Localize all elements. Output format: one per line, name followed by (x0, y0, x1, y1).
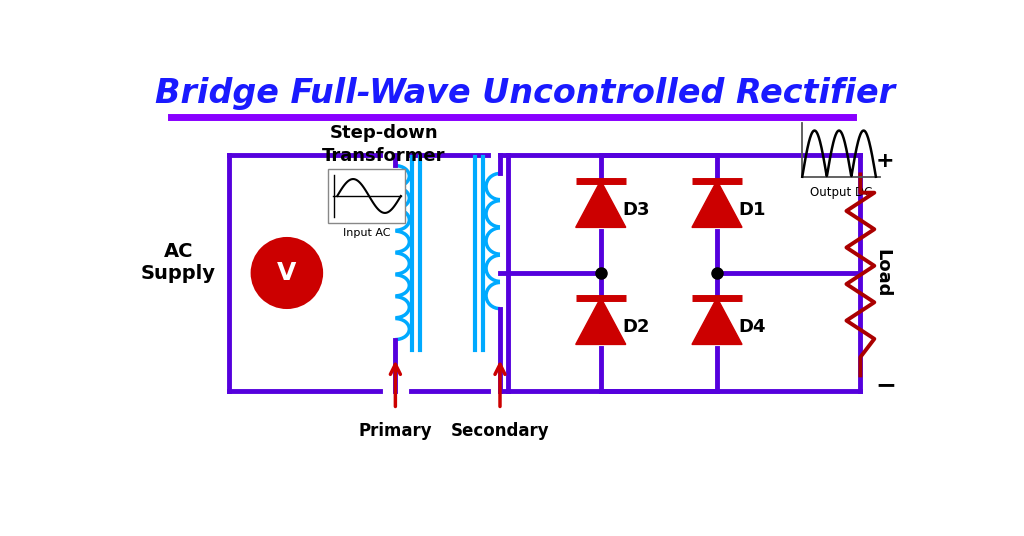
Polygon shape (575, 297, 626, 345)
Text: Input AC: Input AC (343, 228, 390, 237)
Text: Output DC: Output DC (810, 186, 872, 199)
Circle shape (252, 239, 322, 308)
Text: Step-down
Transformer: Step-down Transformer (322, 124, 445, 165)
Text: Secondary: Secondary (451, 422, 549, 440)
Polygon shape (692, 297, 742, 345)
Text: D1: D1 (738, 201, 766, 219)
Text: D2: D2 (623, 318, 650, 336)
Text: −: − (876, 373, 897, 397)
Text: AC
Supply: AC Supply (141, 242, 216, 284)
Polygon shape (575, 181, 626, 227)
Text: +: + (876, 151, 895, 172)
Text: Bridge Full-Wave Uncontrolled Rectifier: Bridge Full-Wave Uncontrolled Rectifier (155, 77, 895, 110)
Polygon shape (692, 181, 742, 227)
Text: D4: D4 (738, 318, 766, 336)
Text: Primary: Primary (358, 422, 432, 440)
FancyBboxPatch shape (328, 169, 406, 223)
Text: D3: D3 (623, 201, 650, 219)
Text: V: V (278, 261, 297, 285)
Text: Load: Load (873, 249, 891, 297)
